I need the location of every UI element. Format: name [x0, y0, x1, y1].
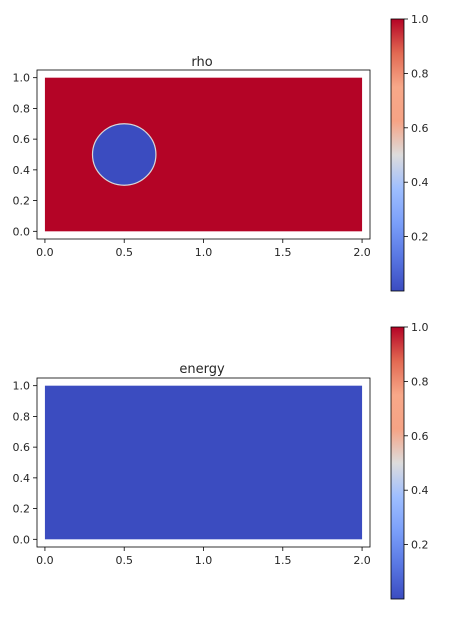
colorbar-tick-label: 0.8	[411, 375, 429, 388]
colorbar-tick-label: 1.0	[411, 13, 429, 26]
x-tick-label: 1.0	[195, 246, 213, 259]
x-tick-label: 1.0	[195, 554, 213, 567]
energy-plot-area: 0.0 0.5 1.0 1.5 2.0 0.0 0.2 0.4 0.6 0.8 1.0	[13, 377, 371, 567]
energy-colorbar: 0.2 0.4 0.6 0.8 1.0	[390, 321, 429, 600]
rho-panel: rho 0.0 0.5 1.0 1.5 2.0 0.0 0.2 0.4 0.6 0.8 1.0 0.…	[13, 13, 429, 292]
colorbar-tick-label: 0.2	[411, 231, 429, 244]
y-tick-label: 0.2	[13, 195, 31, 208]
y-tick-label: 0.4	[13, 472, 31, 485]
x-tick-label: 2.0	[353, 554, 371, 567]
rho-colorbar: 0.2 0.4 0.6 0.8 1.0	[390, 13, 429, 292]
y-tick-label: 0.8	[13, 410, 31, 423]
field-background	[44, 385, 363, 540]
x-tick-label: 0.0	[36, 246, 54, 259]
y-tick-label: 0.4	[13, 164, 31, 177]
y-tick-label: 1.0	[13, 380, 31, 393]
colorbar-tick-label: 1.0	[411, 321, 429, 334]
y-tick-label: 0.6	[13, 441, 31, 454]
colorbar-tick-label: 0.6	[411, 122, 429, 135]
x-tick-label: 0.5	[115, 554, 133, 567]
y-tick-label: 0.2	[13, 503, 31, 516]
y-tick-label: 0.6	[13, 133, 31, 146]
colorbar-tick-label: 0.6	[411, 430, 429, 443]
rho-plot-area: 0.0 0.5 1.0 1.5 2.0 0.0 0.2 0.4 0.6 0.8 1.0	[13, 69, 371, 259]
energy-title: energy	[179, 362, 225, 377]
y-tick-label: 0.0	[13, 225, 31, 238]
x-tick-label: 0.0	[36, 554, 54, 567]
colorbar-gradient	[390, 326, 405, 600]
y-tick-label: 0.8	[13, 102, 31, 115]
colorbar-tick-label: 0.4	[411, 176, 429, 189]
x-tick-label: 1.5	[274, 246, 292, 259]
colorbar-tick-label: 0.8	[411, 67, 429, 80]
rho-title: rho	[191, 55, 212, 70]
x-tick-label: 0.5	[115, 246, 133, 259]
colorbar-tick-label: 0.4	[411, 484, 429, 497]
colorbar-gradient	[390, 18, 405, 292]
colorbar-tick-label: 0.2	[411, 539, 429, 552]
energy-panel: energy 0.0 0.5 1.0 1.5 2.0 0.0 0.2 0.4 0.6 0.8 1.0…	[13, 321, 429, 600]
x-tick-label: 2.0	[353, 246, 371, 259]
y-tick-label: 1.0	[13, 72, 31, 85]
circle-feature	[91, 123, 157, 186]
y-tick-label: 0.0	[13, 533, 31, 546]
x-tick-label: 1.5	[274, 554, 292, 567]
